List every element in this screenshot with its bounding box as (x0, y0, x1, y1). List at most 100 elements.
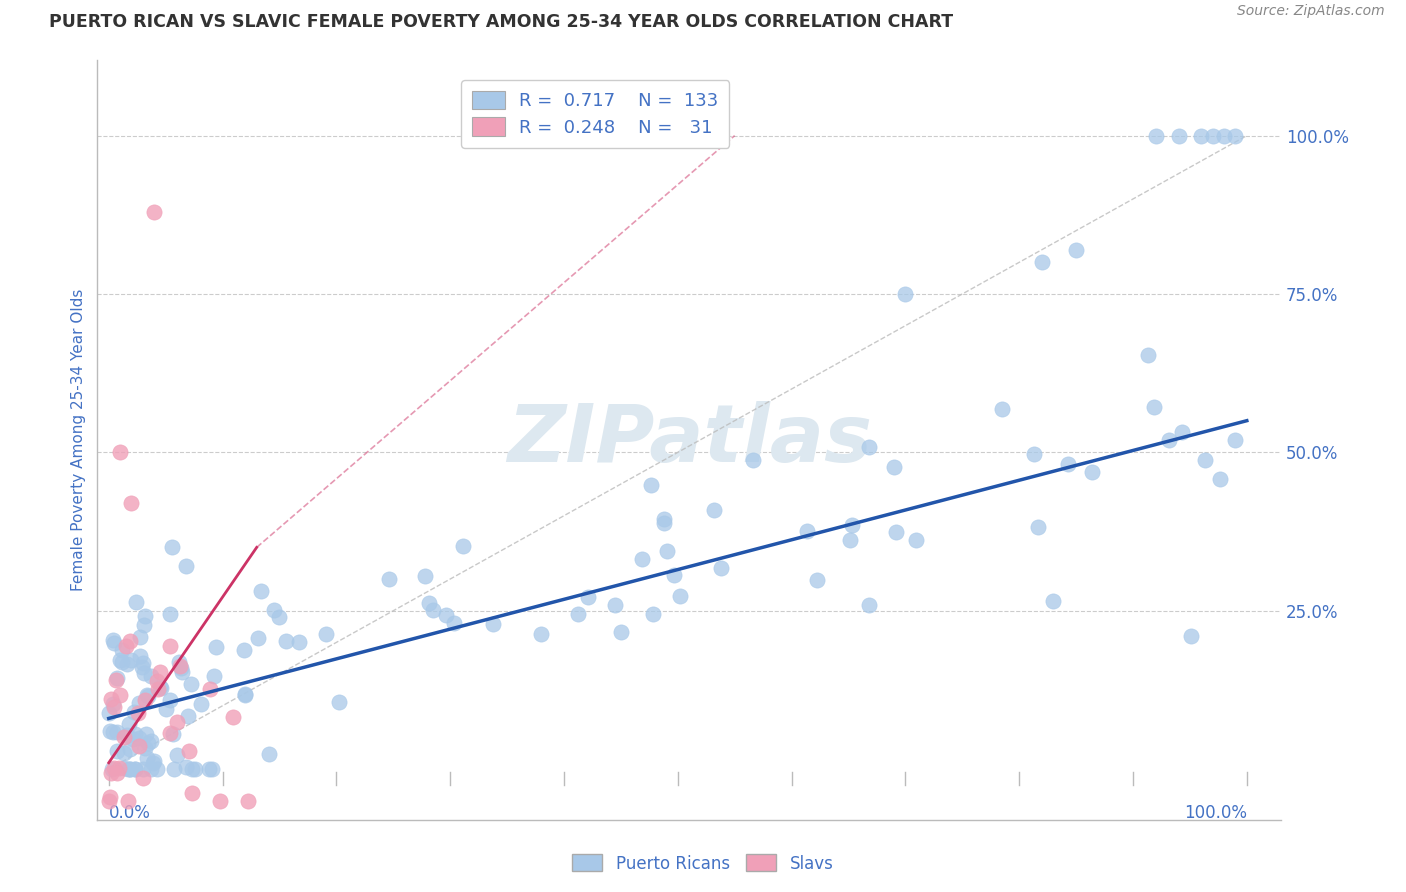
Point (120, 653, 142, 667)
Point (263, 603, 285, 617)
Point (170, 661, 193, 675)
Text: 100.0%: 100.0% (1184, 804, 1247, 822)
Point (235, 688, 257, 702)
Point (1194, 453, 1216, 467)
Point (1180, 629, 1202, 643)
Point (131, 771, 153, 785)
Point (148, 681, 170, 696)
Point (991, 401, 1014, 416)
Point (143, 204, 166, 219)
Point (180, 677, 202, 691)
Point (127, 706, 149, 720)
Point (1064, 243, 1087, 257)
Point (112, 730, 135, 744)
Point (108, 688, 131, 702)
Point (146, 762, 169, 776)
Point (481, 616, 503, 631)
Point (146, 674, 169, 689)
Point (121, 496, 143, 510)
Point (806, 573, 828, 587)
Point (103, 636, 125, 650)
Text: PUERTO RICAN VS SLAVIC FEMALE POVERTY AMONG 25-34 YEAR OLDS CORRELATION CHART: PUERTO RICAN VS SLAVIC FEMALE POVERTY AM… (49, 13, 953, 31)
Point (134, 741, 156, 756)
Point (112, 761, 135, 775)
Point (169, 659, 191, 673)
Point (641, 607, 664, 622)
Point (257, 747, 280, 761)
Point (108, 653, 131, 667)
Point (162, 727, 184, 741)
Point (1022, 447, 1045, 461)
Point (233, 687, 256, 701)
Point (105, 744, 128, 758)
Point (98, 794, 121, 808)
Point (124, 727, 146, 741)
Point (1225, 128, 1247, 143)
Point (576, 590, 599, 604)
Point (841, 517, 863, 532)
Point (1201, 128, 1223, 143)
Point (886, 525, 908, 540)
Point (858, 598, 880, 612)
Point (118, 762, 141, 776)
Point (1026, 519, 1049, 533)
Point (603, 598, 626, 612)
Point (163, 762, 186, 776)
Point (434, 607, 457, 622)
Point (315, 627, 337, 641)
Point (98, 724, 121, 739)
Point (118, 716, 141, 731)
Point (143, 754, 166, 768)
Point (630, 551, 652, 566)
Point (453, 540, 475, 554)
Point (378, 572, 401, 586)
Point (894, 287, 917, 301)
Point (1080, 466, 1102, 480)
Point (1157, 433, 1180, 447)
Point (108, 445, 131, 459)
Point (1189, 128, 1212, 143)
Point (125, 595, 148, 609)
Point (101, 762, 124, 776)
Point (134, 693, 156, 707)
Point (610, 624, 633, 639)
Point (200, 681, 222, 696)
Point (117, 794, 139, 808)
Point (236, 794, 259, 808)
Point (567, 607, 589, 622)
Point (160, 540, 183, 554)
Point (858, 441, 880, 455)
Point (209, 794, 232, 808)
Point (97, 706, 120, 720)
Point (132, 618, 155, 632)
Point (1143, 400, 1166, 414)
Point (288, 635, 311, 649)
Y-axis label: Female Poverty Among 25-34 Year Olds: Female Poverty Among 25-34 Year Olds (72, 288, 86, 591)
Point (101, 697, 124, 711)
Point (159, 607, 181, 622)
Point (246, 631, 269, 645)
Point (136, 689, 159, 703)
Point (103, 725, 125, 739)
Point (103, 762, 125, 776)
Point (136, 736, 159, 750)
Point (202, 669, 225, 683)
Point (205, 640, 228, 654)
Point (159, 639, 181, 653)
Point (177, 709, 200, 723)
Point (180, 786, 202, 800)
Point (142, 756, 165, 770)
Point (796, 524, 818, 538)
Point (135, 727, 157, 741)
Point (134, 609, 156, 624)
Point (101, 632, 124, 647)
Point (105, 725, 128, 739)
Legend: Puerto Ricans, Slavs: Puerto Ricans, Slavs (565, 847, 841, 880)
Point (201, 762, 224, 776)
Point (222, 710, 245, 724)
Point (159, 726, 181, 740)
Point (100, 691, 122, 706)
Point (1057, 458, 1080, 472)
Point (117, 762, 139, 776)
Point (250, 584, 273, 599)
